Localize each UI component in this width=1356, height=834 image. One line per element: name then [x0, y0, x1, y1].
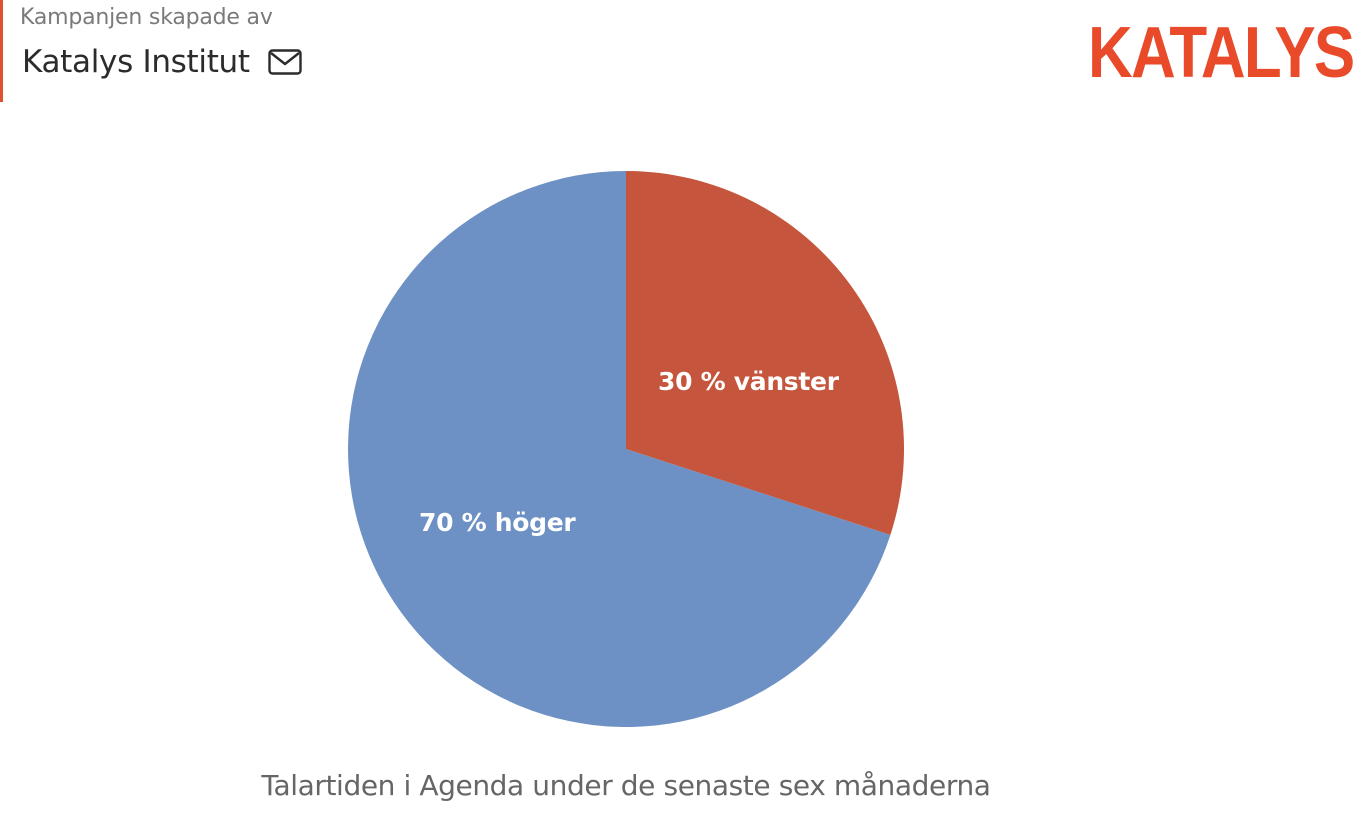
- katalys-logo[interactable]: KATALYS.: [1088, 13, 1356, 93]
- campaign-creator-block: Kampanjen skapade av Katalys Institut: [0, 0, 302, 102]
- pie-slice-vanster[interactable]: [626, 171, 905, 535]
- creator-name-row: Katalys Institut: [22, 44, 302, 80]
- chart-caption: Talartiden i Agenda under de senaste sex…: [261, 769, 991, 802]
- created-by-label: Kampanjen skapade av: [20, 5, 273, 30]
- creator-name[interactable]: Katalys Institut: [22, 44, 250, 80]
- pie-slice-hoger[interactable]: [348, 171, 891, 727]
- mail-icon[interactable]: [268, 49, 302, 75]
